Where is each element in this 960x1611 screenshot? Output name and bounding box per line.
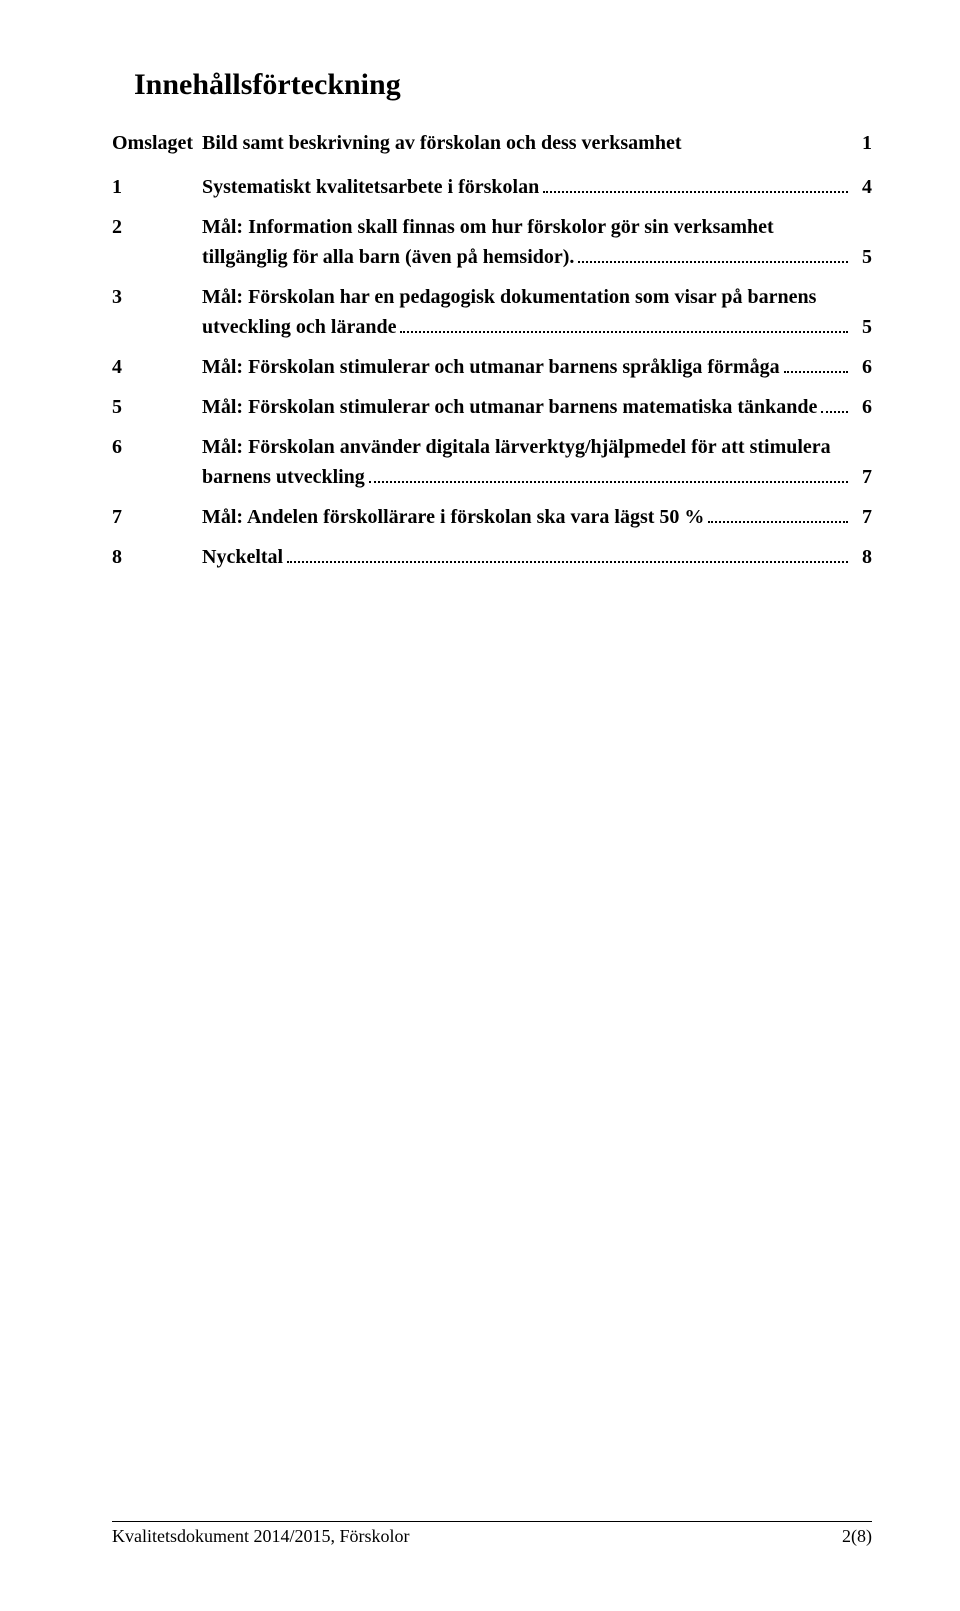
toc-label: Bild samt beskrivning av förskolan och d… xyxy=(202,128,682,158)
toc-row: 5 Mål: Förskolan stimulerar och utmanar … xyxy=(112,392,872,422)
leader-dots xyxy=(784,353,848,373)
toc-label-line1: Mål: Information skall finnas om hur för… xyxy=(202,212,872,242)
toc-page: 7 xyxy=(852,502,872,532)
leader-dots xyxy=(708,503,848,523)
toc-num: 3 xyxy=(112,282,202,312)
toc-num: 6 xyxy=(112,432,202,462)
toc-title: Innehållsförteckning xyxy=(134,68,872,102)
toc-page: 5 xyxy=(852,242,872,272)
toc-page: 1 xyxy=(852,128,872,158)
toc-row: 8 Nyckeltal 8 xyxy=(112,542,872,572)
toc-prefix: Omslaget xyxy=(112,128,202,158)
toc-page: 8 xyxy=(852,542,872,572)
page: Innehållsförteckning Omslaget Bild samt … xyxy=(0,0,960,1611)
leader-dots xyxy=(578,243,848,263)
toc-num: 1 xyxy=(112,172,202,202)
leader-dots xyxy=(369,463,848,483)
toc-row: 7 Mål: Andelen förskollärare i förskolan… xyxy=(112,502,872,532)
toc-num: 8 xyxy=(112,542,202,572)
leader-dots xyxy=(543,173,848,193)
toc-label: Mål: Förskolan stimulerar och utmanar ba… xyxy=(202,352,780,382)
toc-label: Systematiskt kvalitetsarbete i förskolan xyxy=(202,172,539,202)
toc-row: 3 Mål: Förskolan har en pedagogisk dokum… xyxy=(112,282,872,342)
toc-page: 4 xyxy=(852,172,872,202)
toc-row: 2 Mål: Information skall finnas om hur f… xyxy=(112,212,872,272)
toc: Omslaget Bild samt beskrivning av försko… xyxy=(112,128,872,572)
toc-row: 4 Mål: Förskolan stimulerar och utmanar … xyxy=(112,352,872,382)
toc-label: Mål: Andelen förskollärare i förskolan s… xyxy=(202,502,704,532)
toc-label-line2: tillgänglig för alla barn (även på hemsi… xyxy=(202,242,574,272)
toc-num: 4 xyxy=(112,352,202,382)
footer-right: 2(8) xyxy=(842,1526,872,1547)
toc-page: 6 xyxy=(852,392,872,422)
toc-num: 5 xyxy=(112,392,202,422)
leader-dots xyxy=(821,393,848,413)
toc-page: 7 xyxy=(852,462,872,492)
toc-num: 2 xyxy=(112,212,202,242)
toc-label: Nyckeltal xyxy=(202,542,283,572)
toc-label: Mål: Förskolan stimulerar och utmanar ba… xyxy=(202,392,817,422)
footer-left: Kvalitetsdokument 2014/2015, Förskolor xyxy=(112,1526,409,1547)
toc-label-line1: Mål: Förskolan har en pedagogisk dokumen… xyxy=(202,282,872,312)
footer: Kvalitetsdokument 2014/2015, Förskolor 2… xyxy=(112,1521,872,1547)
toc-page: 6 xyxy=(852,352,872,382)
toc-label-line2: barnens utveckling xyxy=(202,462,365,492)
toc-row: 1 Systematiskt kvalitetsarbete i förskol… xyxy=(112,172,872,202)
toc-page: 5 xyxy=(852,312,872,342)
toc-num: 7 xyxy=(112,502,202,532)
toc-label-line1: Mål: Förskolan använder digitala lärverk… xyxy=(202,432,872,462)
leader-dots xyxy=(400,313,848,333)
toc-row-omslaget: Omslaget Bild samt beskrivning av försko… xyxy=(112,128,872,158)
toc-row: 6 Mål: Förskolan använder digitala lärve… xyxy=(112,432,872,492)
leader-dots xyxy=(287,543,848,563)
toc-prefix-text: Omslaget xyxy=(112,128,193,158)
toc-label-line2: utveckling och lärande xyxy=(202,312,396,342)
